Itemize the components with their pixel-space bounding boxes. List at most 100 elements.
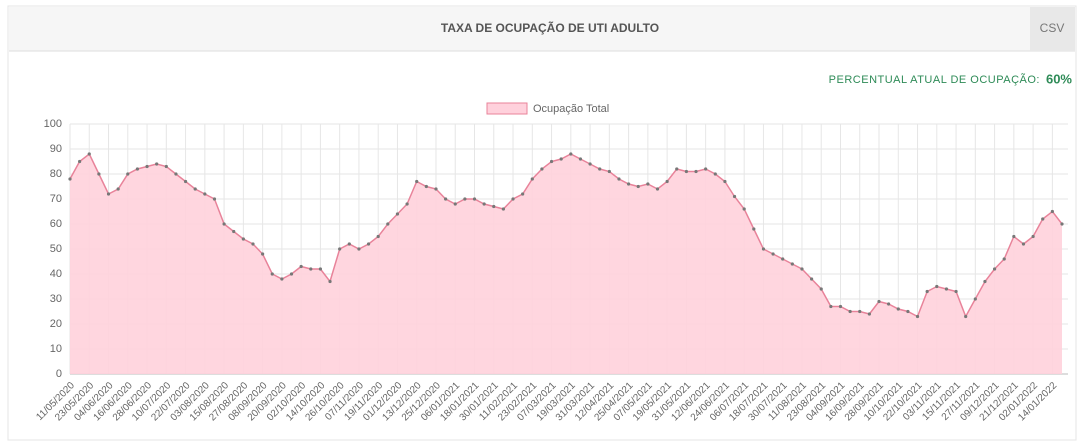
point bbox=[838, 304, 843, 309]
point bbox=[655, 187, 660, 191]
point bbox=[954, 289, 958, 294]
point bbox=[338, 247, 342, 251]
y-tick-label: 60 bbox=[50, 218, 62, 230]
point bbox=[713, 172, 717, 176]
point bbox=[1012, 234, 1016, 239]
point bbox=[145, 164, 149, 169]
point bbox=[193, 187, 197, 191]
legend-swatch bbox=[486, 102, 528, 115]
point bbox=[492, 204, 496, 209]
y-tick-label: 40 bbox=[50, 268, 62, 280]
point bbox=[270, 272, 274, 276]
y-tick-label: 80 bbox=[50, 168, 62, 180]
point bbox=[241, 237, 245, 241]
point bbox=[665, 179, 669, 184]
point bbox=[752, 227, 756, 231]
point bbox=[1021, 242, 1026, 246]
point bbox=[819, 287, 823, 291]
area bbox=[70, 154, 1062, 374]
point bbox=[675, 167, 679, 171]
point bbox=[299, 264, 303, 269]
point bbox=[222, 222, 226, 226]
point bbox=[405, 202, 409, 206]
y-tick-label: 90 bbox=[50, 143, 62, 155]
current-label: PERCENTUAL ATUAL DE OCUPAÇÃO: bbox=[829, 73, 1040, 86]
point bbox=[578, 157, 583, 161]
point bbox=[501, 207, 505, 211]
point bbox=[530, 177, 534, 181]
point bbox=[732, 194, 737, 199]
point bbox=[829, 304, 833, 309]
point bbox=[1041, 217, 1045, 221]
point bbox=[434, 187, 438, 191]
current-value: 60% bbox=[1046, 71, 1072, 86]
line bbox=[69, 152, 1063, 319]
point bbox=[771, 252, 775, 256]
point bbox=[328, 279, 332, 284]
point bbox=[463, 197, 467, 201]
point bbox=[925, 289, 929, 294]
point bbox=[444, 197, 448, 201]
point bbox=[309, 267, 313, 271]
point bbox=[203, 192, 207, 196]
csv-label[interactable]: CSV bbox=[1040, 21, 1065, 35]
point bbox=[935, 284, 939, 289]
point bbox=[877, 299, 881, 304]
point bbox=[357, 247, 361, 251]
point bbox=[887, 302, 891, 306]
point bbox=[1031, 234, 1035, 239]
point bbox=[588, 162, 592, 166]
point bbox=[155, 162, 159, 166]
point bbox=[280, 277, 284, 281]
point bbox=[723, 179, 727, 184]
point bbox=[106, 192, 111, 196]
point bbox=[781, 257, 785, 261]
point bbox=[569, 152, 573, 156]
point bbox=[289, 272, 294, 276]
point bbox=[540, 167, 544, 171]
point bbox=[1060, 222, 1064, 226]
point bbox=[453, 202, 457, 206]
point bbox=[627, 182, 631, 186]
point bbox=[376, 234, 380, 239]
point bbox=[549, 159, 554, 164]
point bbox=[97, 172, 101, 176]
legend-label: Ocupação Total bbox=[533, 103, 609, 115]
point bbox=[1050, 209, 1054, 214]
point bbox=[598, 167, 602, 171]
card-title: TAXA DE OCUPAÇÃO DE UTI ADULTO bbox=[441, 20, 659, 35]
y-tick-label: 50 bbox=[50, 243, 62, 255]
point bbox=[559, 157, 563, 161]
point bbox=[511, 197, 515, 201]
point bbox=[78, 159, 82, 164]
point bbox=[742, 207, 746, 211]
point bbox=[964, 314, 968, 319]
point bbox=[607, 169, 611, 174]
y-tick-label: 0 bbox=[56, 368, 62, 380]
point bbox=[521, 192, 525, 196]
point bbox=[174, 172, 178, 176]
point bbox=[906, 309, 910, 314]
point bbox=[424, 184, 428, 189]
point bbox=[636, 184, 640, 189]
point bbox=[915, 314, 920, 319]
y-tick-label: 10 bbox=[50, 343, 62, 355]
point bbox=[232, 229, 236, 234]
point bbox=[694, 169, 698, 174]
point bbox=[472, 197, 477, 201]
point bbox=[800, 267, 804, 271]
point bbox=[415, 179, 419, 184]
point bbox=[848, 309, 852, 314]
header-bar bbox=[9, 7, 1075, 51]
point bbox=[1002, 257, 1006, 261]
y-tick-label: 100 bbox=[44, 118, 62, 130]
point bbox=[395, 212, 400, 216]
csv-button[interactable] bbox=[1030, 7, 1075, 51]
point bbox=[617, 177, 621, 181]
point bbox=[366, 242, 371, 246]
point bbox=[347, 242, 351, 246]
point bbox=[761, 247, 766, 251]
point bbox=[482, 202, 486, 206]
point bbox=[261, 252, 265, 256]
